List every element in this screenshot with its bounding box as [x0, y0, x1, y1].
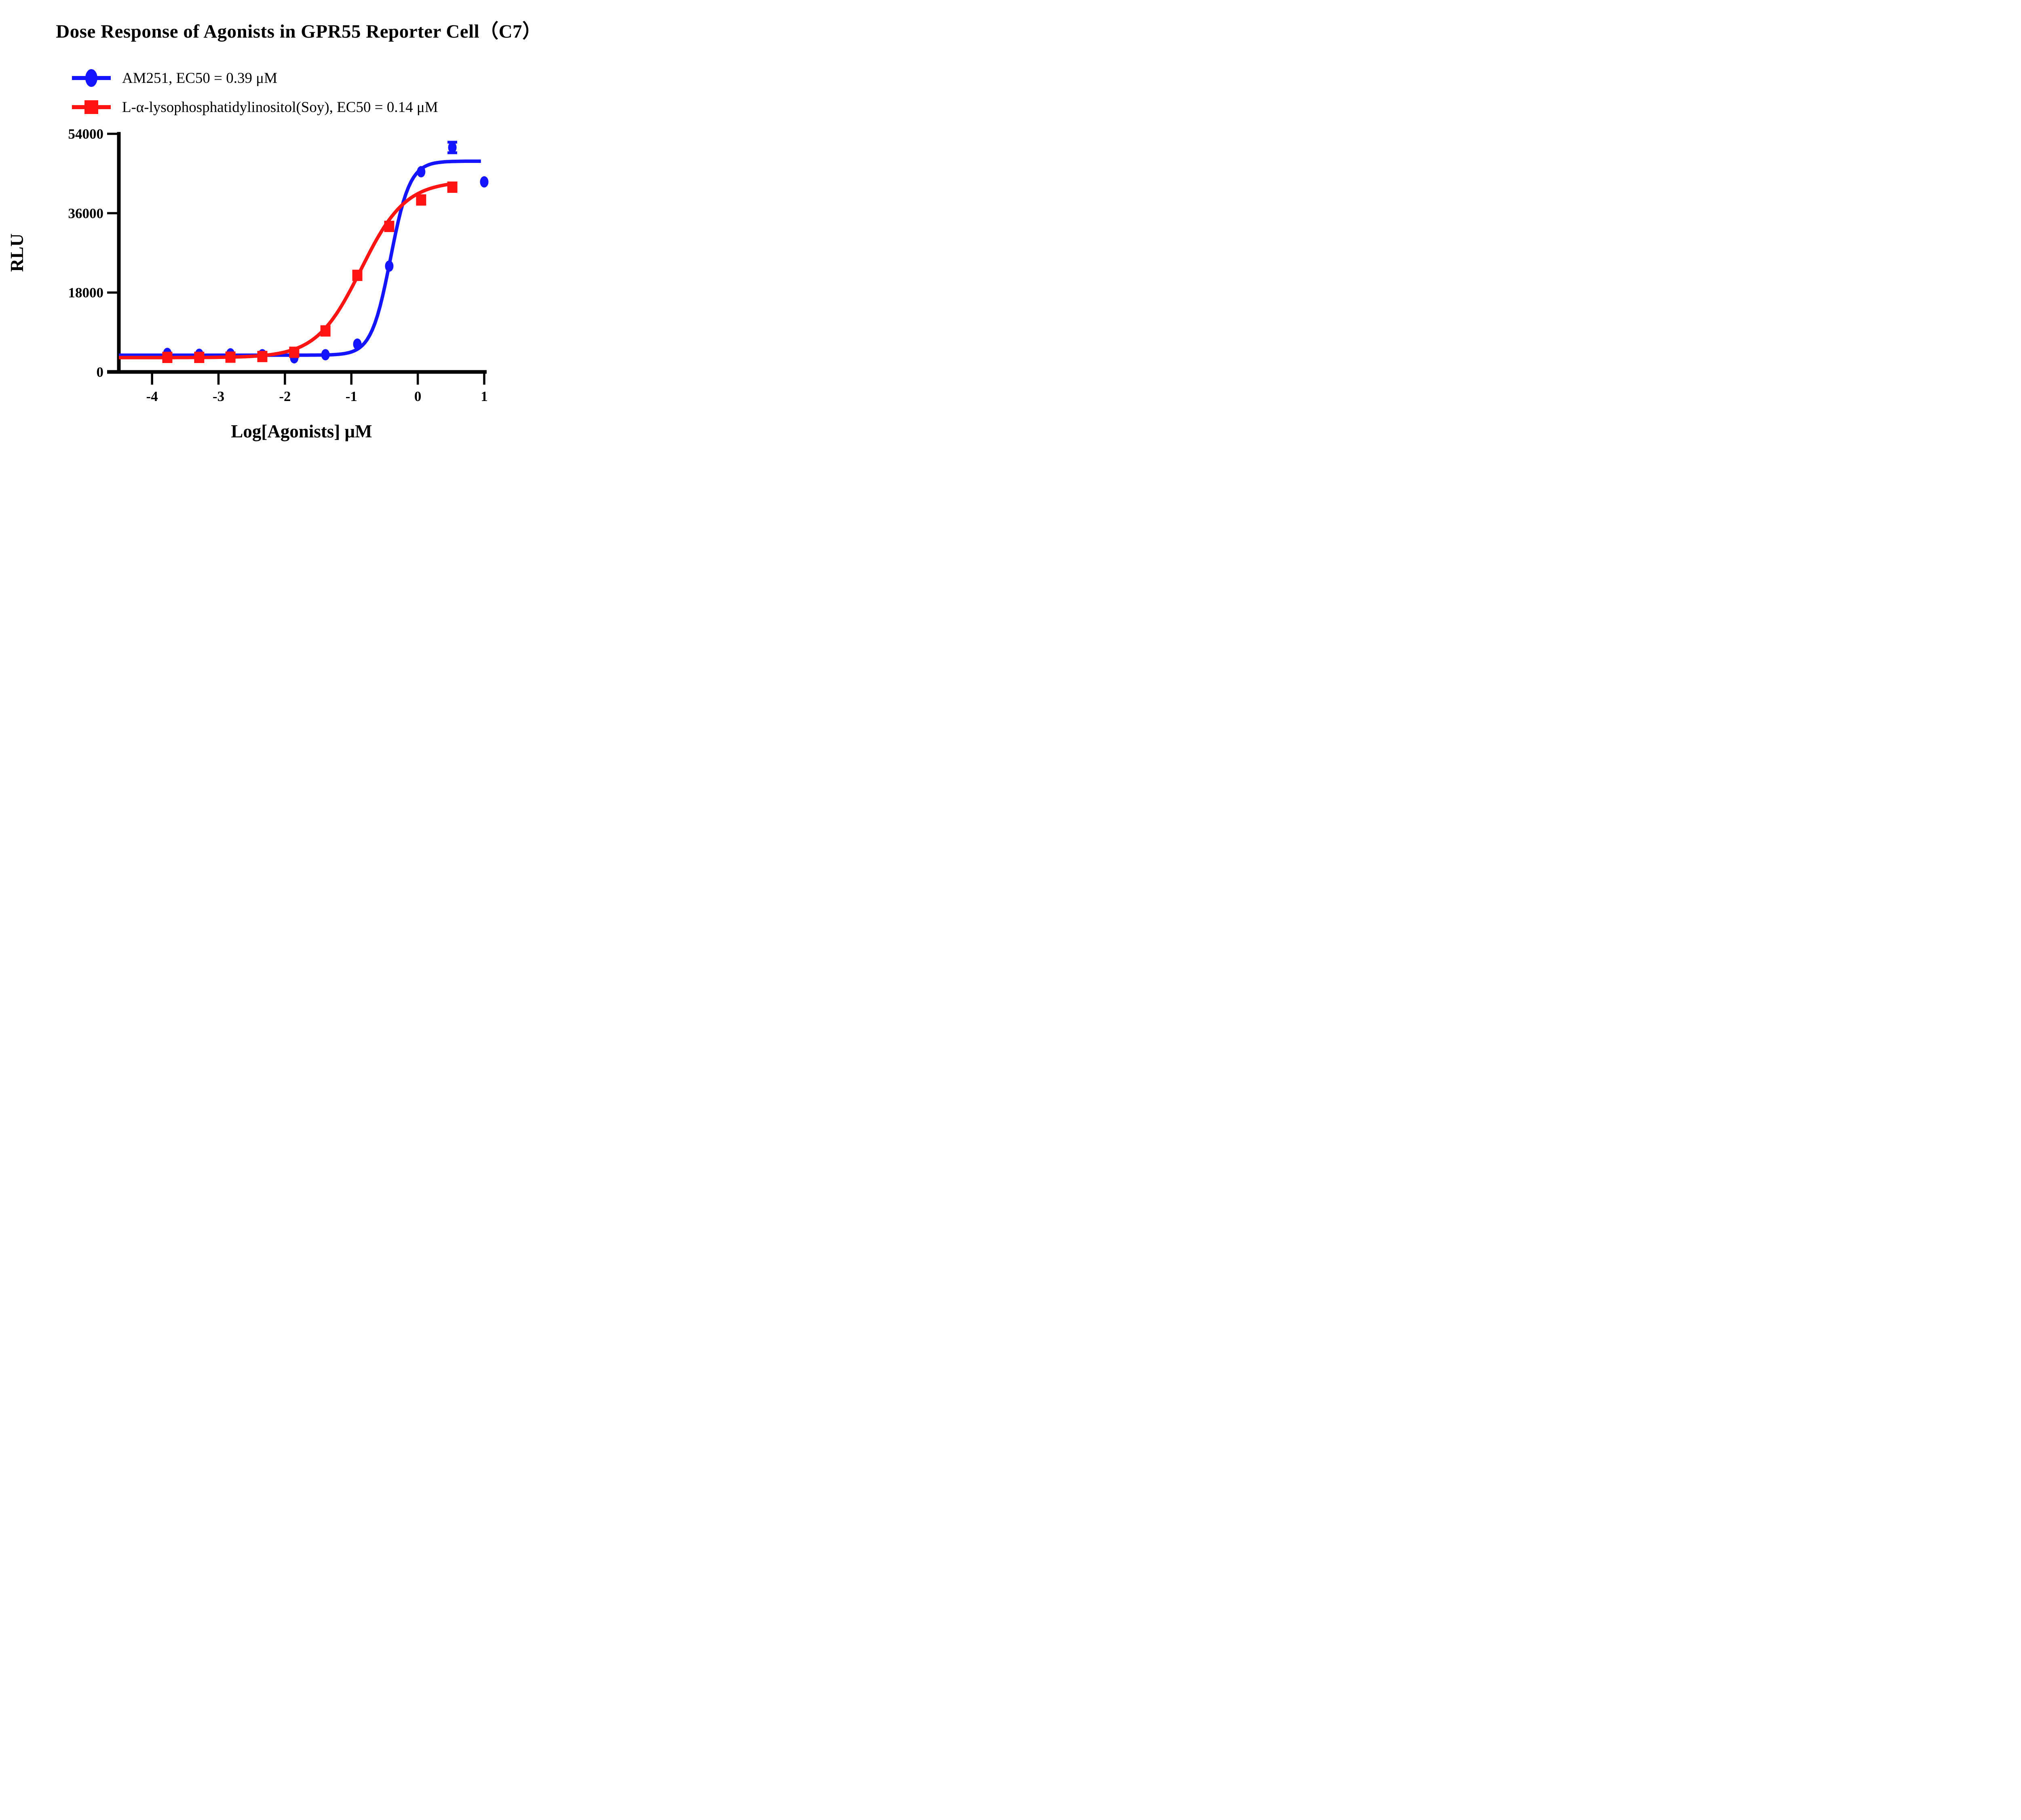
x-tick-label: -4	[146, 388, 158, 404]
am251-circle-marker-icon	[72, 69, 111, 87]
y-axis-title: RLU	[7, 233, 27, 272]
dose-response-plot: 0 18000 36000 54000 -4 -3 -2 -1 0 1 RLU Log[Agoni…	[7, 126, 489, 441]
x-tick	[350, 374, 353, 385]
x-axis-spine	[107, 370, 487, 374]
data-point-square	[447, 181, 458, 193]
y-tick	[107, 291, 119, 294]
y-tick-label: 18000	[68, 285, 104, 301]
y-axis-spine	[117, 132, 121, 374]
data-point-circle	[385, 260, 394, 272]
legend: AM251, EC50 = 0.39 μM L-α-lysophosphatid…	[71, 66, 438, 125]
legend-item-am251: AM251, EC50 = 0.39 μM	[71, 66, 438, 90]
legend-label-am251: AM251, EC50 = 0.39 μM	[122, 70, 278, 87]
x-tick	[483, 374, 485, 385]
x-tick-label: -2	[279, 388, 291, 404]
x-tick	[284, 374, 286, 385]
data-point-circle	[448, 141, 457, 153]
data-point-circle	[417, 166, 426, 177]
data-points	[162, 141, 489, 364]
x-tick-label: -1	[346, 388, 357, 404]
legend-item-lpi: L-α-lysophosphatidylinositol(Soy), EC50 …	[71, 95, 438, 119]
data-point-circle	[353, 338, 362, 350]
data-point-square	[352, 270, 363, 281]
chart-title: Dose Response of Agonists in GPR55 Repor…	[56, 21, 542, 42]
data-point-square	[320, 325, 331, 337]
x-tick	[151, 374, 153, 385]
data-point-square	[416, 194, 426, 206]
y-tick	[107, 371, 119, 373]
x-axis-title: Log[Agonists] μM	[231, 421, 372, 441]
data-point-square	[384, 221, 394, 232]
fitted-curves	[119, 159, 481, 359]
data-point-square	[257, 350, 268, 362]
data-point-square	[289, 346, 300, 358]
x-tick-label: 1	[481, 388, 488, 404]
legend-label-lpi: L-α-lysophosphatidylinositol(Soy), EC50 …	[122, 99, 438, 116]
data-point-square	[162, 352, 173, 363]
data-point-circle	[321, 349, 330, 361]
y-tick-label: 54000	[68, 126, 104, 142]
y-tick-label: 36000	[68, 205, 104, 221]
y-tick-label: 0	[97, 364, 104, 380]
data-point-square	[194, 352, 205, 363]
x-tick	[416, 374, 419, 385]
y-tick	[107, 133, 119, 135]
x-tick-label: -3	[213, 388, 224, 404]
data-point-circle	[480, 176, 489, 188]
x-tick-label: 0	[414, 388, 422, 404]
lpi-square-marker-icon	[72, 100, 111, 114]
axes: 0 18000 36000 54000 -4 -3 -2 -1 0 1	[68, 126, 488, 404]
curve-L-α-lysophosphatidylinositol(Soy)	[119, 182, 454, 359]
data-point-square	[225, 351, 236, 363]
dose-response-figure: Dose Response of Agonists in GPR55 Repor…	[0, 0, 597, 455]
y-tick	[107, 212, 119, 215]
x-tick	[217, 374, 220, 385]
